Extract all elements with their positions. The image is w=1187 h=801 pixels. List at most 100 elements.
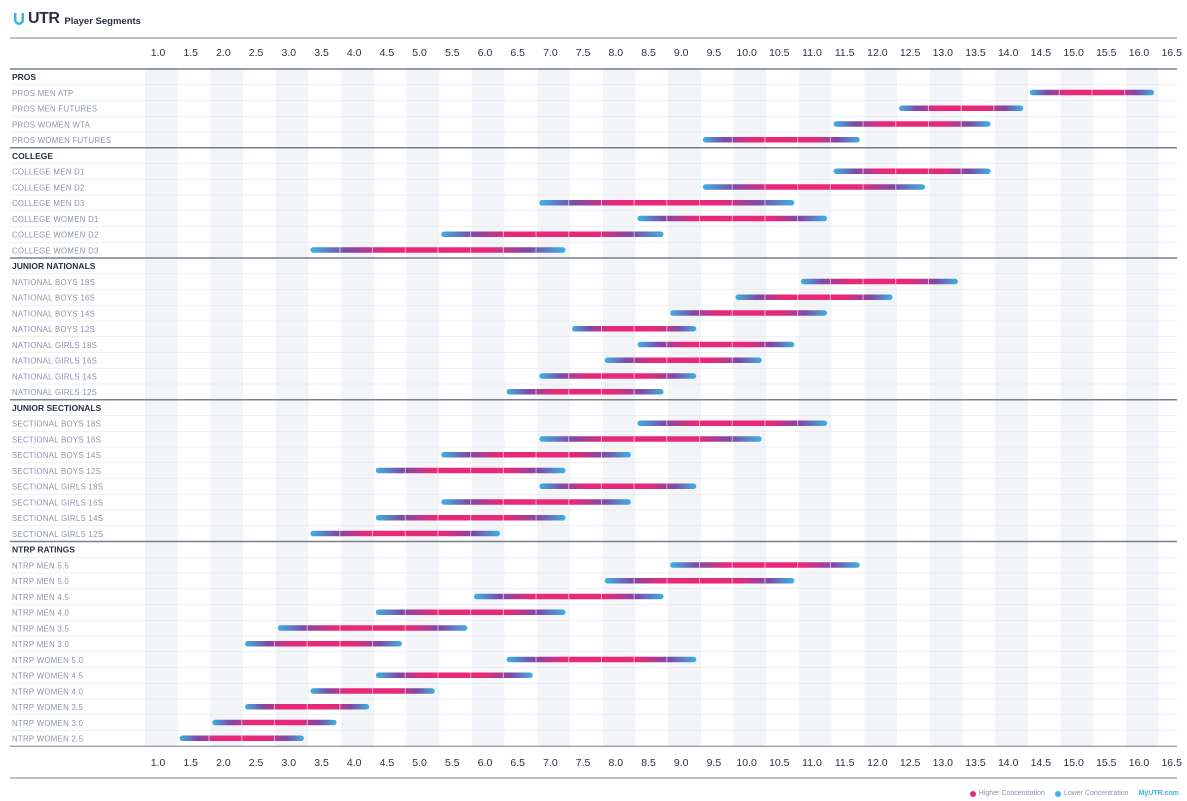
x-tick-label-top: 10.0 [736,47,757,59]
row-label: SECTIONAL BOYS 18S [12,420,101,429]
bar-segment-gap [502,467,504,474]
bar-segment-gap [404,247,406,253]
row-label: NTRP WOMEN 2.5 [12,735,84,744]
bar-segment-gap [600,452,602,458]
column-shade [210,69,244,747]
utr-logo-icon [14,13,24,25]
x-tick-label-bottom: 16.5 [1161,757,1182,769]
bar-segment-gap [502,672,504,678]
x-tick-label-top: 11.5 [835,47,855,59]
bar-segment-gap [699,215,701,222]
column-shade [145,69,178,747]
x-tick-label-top: 3.5 [314,47,329,59]
bar-segment-gap [273,719,275,726]
legend-item-high: Higher Concentration [969,790,1045,797]
bar-segment-gap [829,562,831,568]
x-tick-label-top: 8.0 [608,47,623,59]
site-link[interactable]: MyUTR.com [1138,790,1179,797]
bar-segment-gap [306,704,308,710]
x-tick-label-top: 2.0 [216,47,231,59]
bar-segment-gap [273,641,275,647]
bar-segment-gap [208,735,210,741]
x-tick-label-top: 7.0 [543,47,558,59]
bar-segment-gap [666,357,668,363]
x-tick-label-bottom: 2.0 [216,757,231,769]
bar-segment-gap [764,341,766,348]
x-tick-label-bottom: 15.5 [1096,757,1117,769]
row-label: NTRP MEN 4.5 [12,593,70,602]
x-tick-label-top: 6.5 [510,47,525,59]
bar-segment-gap [502,515,504,521]
bar-segment-gap [731,184,733,190]
bar-segment-gap [666,373,668,379]
x-tick-label-bottom: 5.0 [412,757,427,769]
x-tick-label-top: 3.0 [281,47,296,59]
bar-segment-gap [1058,89,1060,96]
bar-segment-gap [764,420,766,426]
bar-segment-gap [731,215,733,222]
bar-segment-gap [797,184,799,190]
row-label: COLLEGE MEN D1 [12,168,85,177]
bar-segment-gap [339,530,341,537]
bar-segment-gap [797,137,799,143]
bar-segment-gap [764,200,766,206]
bar-segment-gap [960,121,962,127]
bar-segment-gap [470,499,472,505]
bar-segment-gap [731,436,733,442]
column-shade [799,69,832,747]
row-label: NTRP WOMEN 4.5 [12,672,84,681]
row-label: NTRP MEN 5.5 [12,561,70,570]
bar-segment-gap [600,593,602,600]
x-tick-label-bottom: 8.5 [641,757,656,769]
x-tick-label-bottom: 6.5 [510,757,525,769]
x-tick-label-top: 13.5 [965,47,986,59]
bar-segment-gap [404,530,406,537]
row-label: NATIONAL GIRLS 12S [12,388,97,397]
bar-segment-gap [699,420,701,426]
bar-segment-gap [568,373,570,379]
row-label: NATIONAL BOYS 14S [12,309,95,318]
bar-segment-gap [927,121,929,127]
x-tick-label-top: 12.5 [900,47,921,59]
legend-label-low: Lower Concentration [1063,790,1129,797]
row-label: NTRP MEN 4.0 [12,609,70,618]
bar-segment-gap [699,578,701,584]
bar-segment-gap [470,231,472,237]
bar-segment-gap [502,247,504,253]
x-tick-label-bottom: 12.0 [867,757,888,769]
bar-segment-gap [666,656,668,663]
range-bar [735,294,893,300]
bar-segment-gap [699,562,701,568]
bar-segment-gap [470,530,472,537]
row-label: COLLEGE WOMEN D2 [12,231,99,240]
legend-item-low: Lower Concentration [1054,790,1129,797]
x-tick-label-bottom: 7.5 [576,757,591,769]
bar-segment-gap [535,499,537,505]
x-tick-label-bottom: 14.0 [998,757,1019,769]
bar-segment-gap [731,562,733,568]
bar-segment-gap [470,609,472,615]
column-shade [537,69,571,747]
bar-segment-gap [600,326,602,332]
bar-segment-gap [339,688,341,694]
bar-segment-gap [535,247,537,253]
range-bar [604,357,762,363]
x-tick-label-bottom: 11.0 [802,757,822,769]
bar-segment-gap [437,530,439,537]
range-bar [833,121,991,127]
bar-segment-gap [568,389,570,395]
bar-segment-gap [502,499,504,505]
range-bar [702,137,860,143]
column-shade [668,69,701,747]
bar-segment-gap [241,735,243,741]
low-concentration-dot [1054,790,1061,797]
bar-segment-gap [502,593,504,600]
column-shade [602,69,636,747]
bar-segment-gap [829,184,831,190]
bar-segment-gap [731,310,733,316]
bar-segment-gap [633,578,635,584]
x-tick-label-top: 15.0 [1063,47,1084,59]
x-tick-label-top: 11.0 [802,47,822,59]
row-label: NATIONAL BOYS 16S [12,294,95,303]
bar-segment-gap [666,200,668,206]
